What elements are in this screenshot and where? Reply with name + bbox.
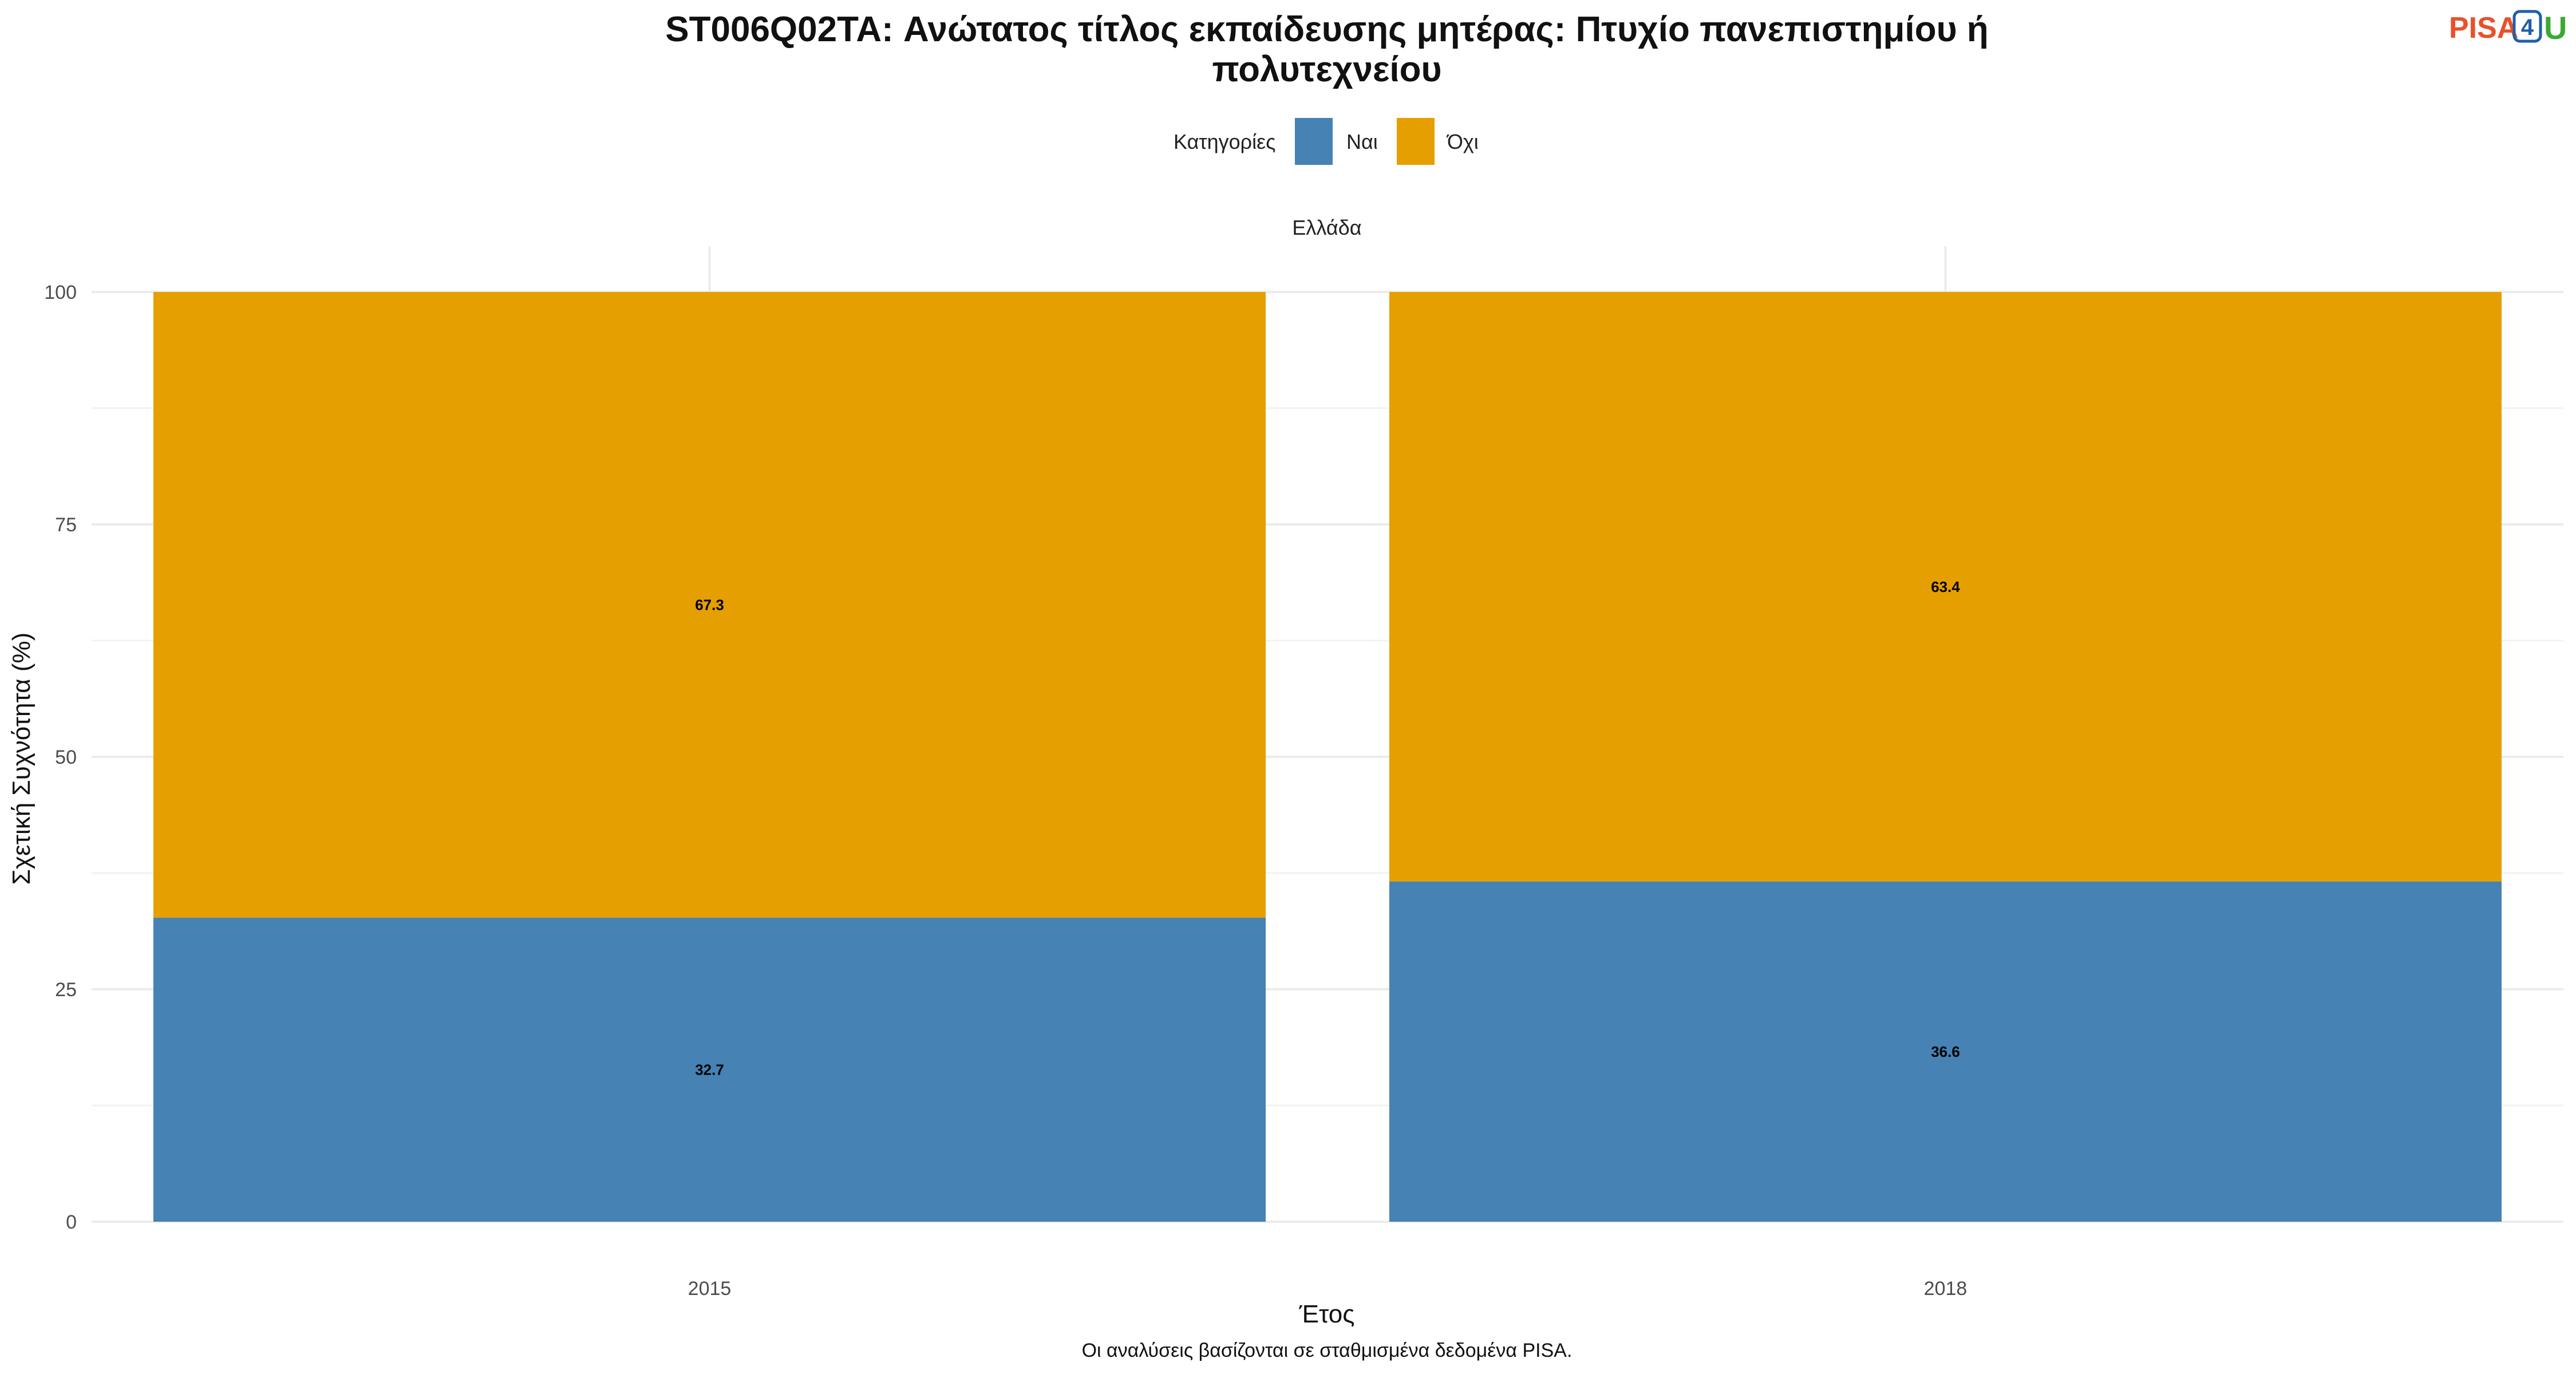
y-tick-label: 0 [66,1211,77,1233]
x-axis-title: Έτος [1299,1300,1355,1328]
y-axis-title: Σχετική Συχνότητα (%) [7,633,35,885]
logo-four-box [2512,10,2542,43]
bar-value-label: 67.3 [695,596,724,613]
x-tick-label: 2018 [1924,1278,1967,1300]
bar-value-label: 36.6 [1931,1043,1960,1060]
y-tick-label: 100 [44,282,77,303]
logo-u-text: U [2544,10,2567,46]
bar-segment [153,917,1266,1222]
bar-value-label: 32.7 [695,1061,724,1078]
bar-segment [153,292,1266,918]
x-axis-ticks: 2015 2018 [688,1278,1967,1300]
bar-segment [1389,292,2502,882]
y-tick-label: 75 [55,514,77,536]
bar-value-labels: 32.7 67.3 36.6 63.4 [695,578,1960,1079]
logo-pisa-text: PISA [2449,11,2518,45]
facet-label: Ελλάδα [1292,216,1361,239]
x-tick-label: 2015 [688,1278,732,1300]
chart-title-line1: ST006Q02TA: Ανώτατος τίτλος εκπαίδευσης … [665,10,1989,49]
logo-four-text: 4 [2521,15,2534,40]
caption: Οι αναλύσεις βασίζονται σε σταθμισμένα δ… [1082,1340,1573,1361]
chart-title-line2: πολυτεχνείου [1212,50,1441,89]
legend: Κατηγορίες Ναι Όχι [1174,118,1479,165]
y-axis-ticks: 0 25 50 75 100 [44,282,77,1233]
legend-swatch-no [1397,118,1435,165]
legend-label-yes: Ναι [1346,130,1378,153]
y-tick-label: 50 [55,747,77,768]
y-tick-label: 25 [55,979,77,1001]
bars [153,292,2502,1222]
bar-segment [1389,881,2502,1222]
legend-title: Κατηγορίες [1174,130,1276,153]
legend-swatch-yes [1295,118,1333,165]
bar-value-label: 63.4 [1931,578,1960,595]
legend-label-no: Όχι [1446,130,1479,153]
pisa4u-logo: PISA 4 U [2449,10,2567,46]
